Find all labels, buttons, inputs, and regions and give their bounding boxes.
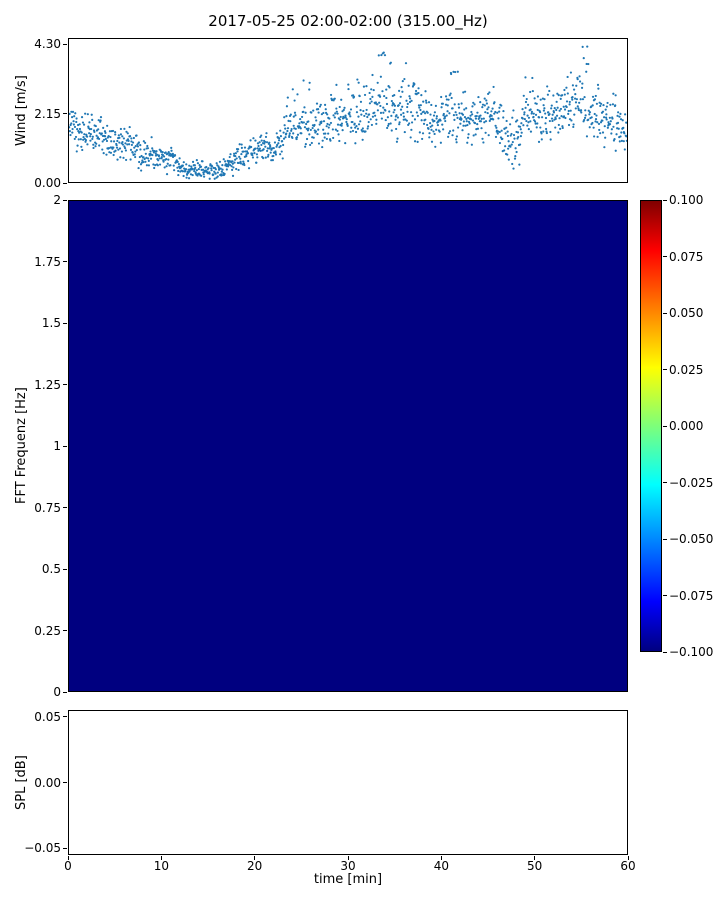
spl-y-tick-label: −0.05 [24,841,61,856]
colorbar-tick-label: 0.050 [669,306,704,320]
time-tick-label: 30 [340,859,356,873]
fft-y-tick-mark [63,445,67,447]
wind-scatter-points [69,45,627,180]
time-tick-label: 0 [64,859,72,873]
wind-scatter-panel [68,38,628,183]
colorbar-tick-mark [663,199,667,201]
colorbar-tick-mark [663,425,667,427]
wind-y-tick-mark [63,182,67,184]
fft-y-tick-label: 1.75 [34,254,61,269]
time-tick-mark [67,856,69,860]
time-tick-label: 40 [433,859,449,873]
wind-y-tick-label: 0.00 [34,176,61,190]
time-tick-mark [254,856,256,860]
colorbar-tick-label: −0.075 [669,588,714,603]
time-tick-label: 10 [153,859,169,873]
fft-y-tick-mark [63,507,67,508]
colorbar-tick-mark [663,312,667,314]
colorbar-tick-label: 0.025 [669,362,704,377]
time-tick-mark [347,856,349,860]
time-tick-label: 20 [247,859,263,873]
fft-y-tick-mark [63,568,67,570]
colorbar-tick-label: −0.050 [669,532,714,546]
time-tick-mark [627,856,629,860]
spl-y-tick-mark [63,716,67,718]
figure-title: 2017-05-25 02:00-02:00 (315.00_Hz) [208,12,488,30]
x-axis-label: time [min] [313,872,383,887]
colorbar-tick-mark [663,482,667,483]
spl-panel [68,710,628,855]
colorbar-tick-label: −0.100 [669,645,714,659]
wind-y-tick-label: 4.30 [34,37,61,52]
spl-y-tick-label: 0.05 [34,709,61,724]
fft-y-tick-label: 1 [53,439,61,453]
spl-y-tick-mark [63,847,67,849]
colorbar-tick-label: 0.100 [669,193,704,207]
spl-y-tick-label: 0.00 [34,775,61,790]
colorbar-tick-label: −0.025 [669,475,714,490]
time-tick-label: 60 [620,859,636,873]
fft-y-tick-label: 0.5 [41,562,61,576]
fft-y-tick-label: 1.5 [41,316,61,330]
fft-y-tick-label: 0 [53,685,61,699]
fft-y-tick-label: 1.25 [34,377,61,392]
fft-y-tick-label: 0.25 [34,623,61,638]
time-tick-mark [534,856,536,860]
time-tick-mark [160,856,162,860]
fft-y-tick-mark [63,199,67,201]
time-tick-mark [440,856,442,860]
fft-y-tick-mark [63,261,67,262]
colorbar-tick-mark [663,651,667,653]
wind-y-tick-mark [63,113,67,115]
fft-y-tick-label: 2 [53,193,61,207]
fft-y-tick-mark [63,691,67,693]
colorbar-tick-label: 0.000 [669,419,704,433]
colorbar-tick-mark [663,256,667,257]
spectrogram-panel [68,200,628,692]
colorbar-tick-label: 0.075 [669,249,704,264]
fft-y-tick-mark [63,322,67,324]
wind-y-tick-mark [63,43,67,45]
colorbar-tick-mark [663,595,667,596]
fft-y-tick-mark [63,630,67,631]
fft-y-tick-mark [63,384,67,385]
colorbar-tick-mark [663,538,667,540]
spl-y-tick-mark [63,782,67,783]
time-tick-label: 50 [527,859,543,873]
wind-y-tick-label: 2.15 [34,106,61,121]
fft-y-tick-label: 0.75 [34,500,61,515]
colorbar [640,200,662,652]
colorbar-tick-mark [663,369,667,370]
